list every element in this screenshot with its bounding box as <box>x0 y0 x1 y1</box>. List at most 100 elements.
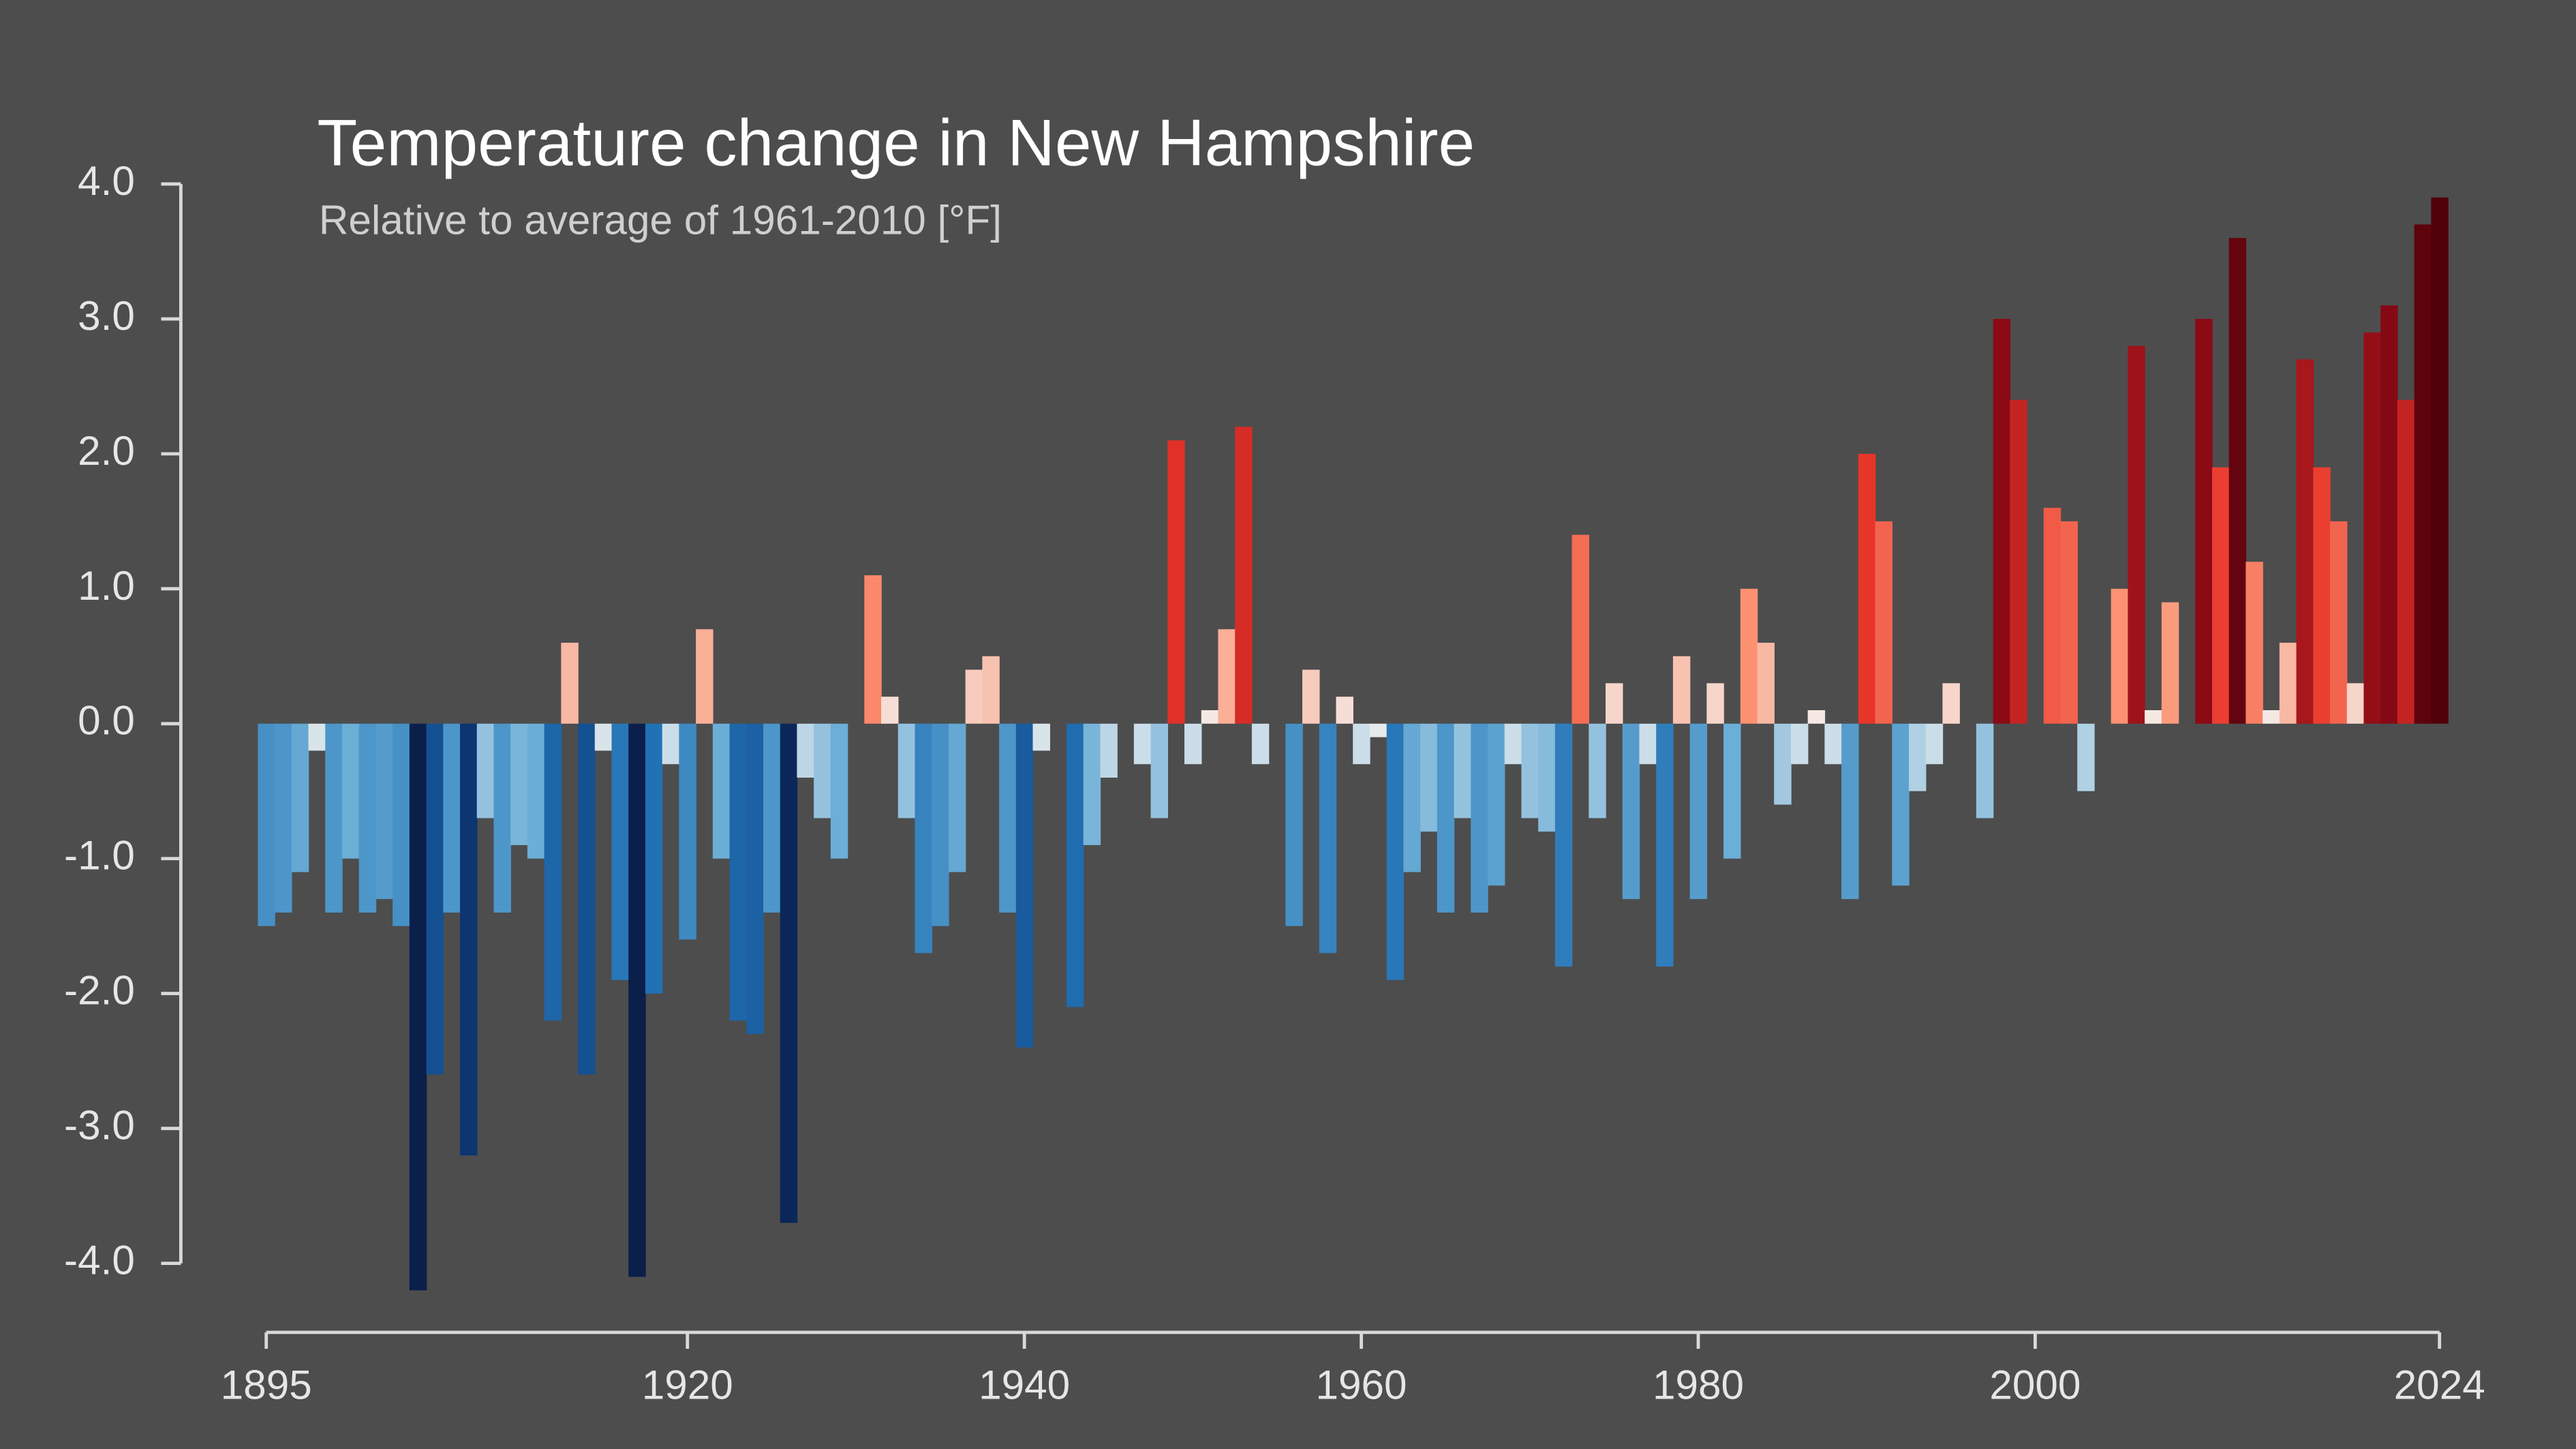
bar <box>1487 723 1505 886</box>
bar <box>679 723 696 940</box>
bar <box>1639 723 1657 765</box>
bar <box>1133 723 1152 765</box>
y-tick-label: -4.0 <box>64 1237 135 1283</box>
bar <box>426 723 444 1075</box>
bar <box>1740 588 1758 724</box>
bar <box>291 723 309 872</box>
bar <box>1606 683 1623 724</box>
y-tick-label: 0.0 <box>78 697 135 744</box>
bar <box>2363 332 2381 724</box>
x-tick-label: 2024 <box>2394 1362 2485 1408</box>
bar <box>1976 723 1994 819</box>
bar <box>1218 629 1236 724</box>
bar <box>1757 643 1775 724</box>
bar <box>1184 723 1202 765</box>
x-tick-label: 1960 <box>1316 1362 1407 1408</box>
bar <box>696 629 714 724</box>
bar <box>1100 723 1118 778</box>
bar <box>1589 723 1606 819</box>
y-tick-label: 3.0 <box>78 292 135 339</box>
bar <box>1386 723 1405 980</box>
x-tick-label: 1895 <box>221 1362 312 1408</box>
bar <box>1656 723 1674 967</box>
bar <box>2195 318 2213 724</box>
bar <box>1909 723 1927 791</box>
bar <box>578 723 596 1075</box>
bar <box>2228 238 2247 724</box>
y-tick-label: -1.0 <box>64 832 135 879</box>
bar <box>460 723 478 1156</box>
bar <box>1622 723 1640 900</box>
bar <box>1015 723 1034 1048</box>
bar <box>325 723 343 913</box>
bar <box>915 723 932 954</box>
bar <box>1892 723 1910 886</box>
bar <box>561 643 579 724</box>
x-tick-label: 1920 <box>642 1362 733 1408</box>
bar <box>780 723 798 1223</box>
bar <box>2296 359 2314 724</box>
bar <box>1083 723 1101 845</box>
bar <box>2346 683 2365 724</box>
bar <box>476 723 495 819</box>
bar <box>999 723 1017 913</box>
bar <box>2077 723 2095 791</box>
bar <box>1285 723 1303 926</box>
bar <box>1925 723 1944 765</box>
bars <box>258 197 2449 1291</box>
bar <box>1774 723 1792 805</box>
bar <box>1302 669 1320 724</box>
bar <box>1454 723 1471 819</box>
bar <box>2397 399 2415 724</box>
bar <box>2161 602 2179 724</box>
bar <box>2279 643 2297 724</box>
bar <box>2211 467 2230 724</box>
bar <box>375 723 393 900</box>
bar <box>1538 723 1556 832</box>
bar <box>1723 723 1741 859</box>
bar <box>1150 723 1169 819</box>
bar <box>2414 224 2432 724</box>
x-tick-label: 1980 <box>1653 1362 1744 1408</box>
y-tick-label: 4.0 <box>78 157 135 204</box>
y-tick-label: -2.0 <box>64 967 135 1013</box>
bar <box>1521 723 1539 819</box>
bar <box>746 723 764 1035</box>
bar <box>1201 710 1219 724</box>
bar <box>1032 723 1050 751</box>
bar <box>982 656 1000 724</box>
bar <box>1554 723 1573 967</box>
bar <box>1706 683 1724 724</box>
bar <box>2431 197 2449 724</box>
bar <box>2330 521 2348 724</box>
bar <box>527 723 545 859</box>
bar <box>1571 534 1590 724</box>
bar <box>830 723 848 859</box>
chart-subtitle: Relative to average of 1961-2010 [°F] <box>319 197 1002 243</box>
bar <box>1672 656 1691 724</box>
bar <box>2380 305 2398 724</box>
bar <box>275 723 292 913</box>
bar <box>763 723 781 913</box>
bar <box>358 723 377 913</box>
bar <box>594 723 613 751</box>
bar <box>662 723 680 765</box>
bar <box>1689 723 1708 900</box>
axes: -4.0 -3.0 -2.0 -1.0 0.0 1.0 2.0 3.0 4.0 1895 1920 1… <box>64 157 2485 1408</box>
bar <box>1336 697 1353 724</box>
bar <box>645 723 663 994</box>
bar <box>1353 723 1370 765</box>
bar <box>1403 723 1421 872</box>
bar <box>493 723 511 913</box>
bar <box>1319 723 1337 954</box>
bar <box>2245 562 2263 724</box>
bar <box>409 723 427 1291</box>
bar <box>729 723 747 1021</box>
bar <box>393 723 410 926</box>
chart-title: Temperature change in New Hampshire <box>317 106 1475 179</box>
bar <box>898 723 916 819</box>
bar <box>1504 723 1522 765</box>
x-tick-label: 1940 <box>979 1362 1070 1408</box>
bar <box>2111 588 2129 724</box>
